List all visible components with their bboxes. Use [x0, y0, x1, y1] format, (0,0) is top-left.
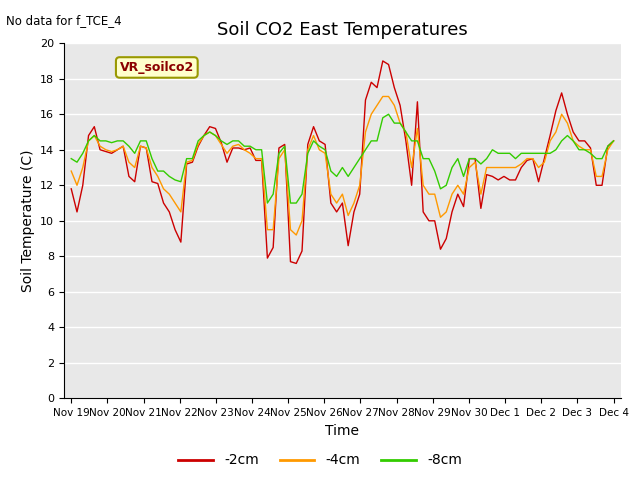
-4cm: [448, 191, 456, 197]
-2cm: [610, 138, 618, 144]
-4cm: [292, 232, 300, 238]
-8cm: [477, 161, 484, 167]
-4cm: [477, 191, 484, 197]
-4cm: [460, 191, 467, 197]
-8cm: [385, 111, 392, 117]
-4cm: [166, 191, 173, 197]
-4cm: [379, 94, 387, 99]
-4cm: [90, 132, 98, 138]
Line: -4cm: -4cm: [71, 96, 614, 235]
-4cm: [610, 138, 618, 144]
Y-axis label: Soil Temperature (C): Soil Temperature (C): [20, 150, 35, 292]
-2cm: [460, 204, 467, 209]
X-axis label: Time: Time: [325, 424, 360, 438]
-2cm: [166, 209, 173, 215]
-2cm: [90, 124, 98, 130]
-2cm: [292, 261, 300, 266]
-2cm: [379, 58, 387, 64]
Title: Soil CO2 East Temperatures: Soil CO2 East Temperatures: [217, 21, 468, 39]
-8cm: [166, 173, 173, 179]
-8cm: [460, 173, 467, 179]
-8cm: [483, 156, 490, 161]
Line: -2cm: -2cm: [71, 61, 614, 264]
-8cm: [67, 156, 75, 161]
-8cm: [448, 165, 456, 170]
-2cm: [483, 172, 490, 178]
-8cm: [610, 138, 618, 144]
-2cm: [448, 209, 456, 215]
Text: VR_soilco2: VR_soilco2: [120, 61, 194, 74]
-2cm: [477, 205, 484, 211]
-4cm: [67, 168, 75, 174]
Legend: -2cm, -4cm, -8cm: -2cm, -4cm, -8cm: [173, 448, 467, 473]
-8cm: [90, 132, 98, 138]
-8cm: [264, 200, 271, 206]
Text: No data for f_TCE_4: No data for f_TCE_4: [6, 14, 122, 27]
-2cm: [67, 186, 75, 192]
Line: -8cm: -8cm: [71, 114, 614, 203]
-4cm: [483, 165, 490, 170]
